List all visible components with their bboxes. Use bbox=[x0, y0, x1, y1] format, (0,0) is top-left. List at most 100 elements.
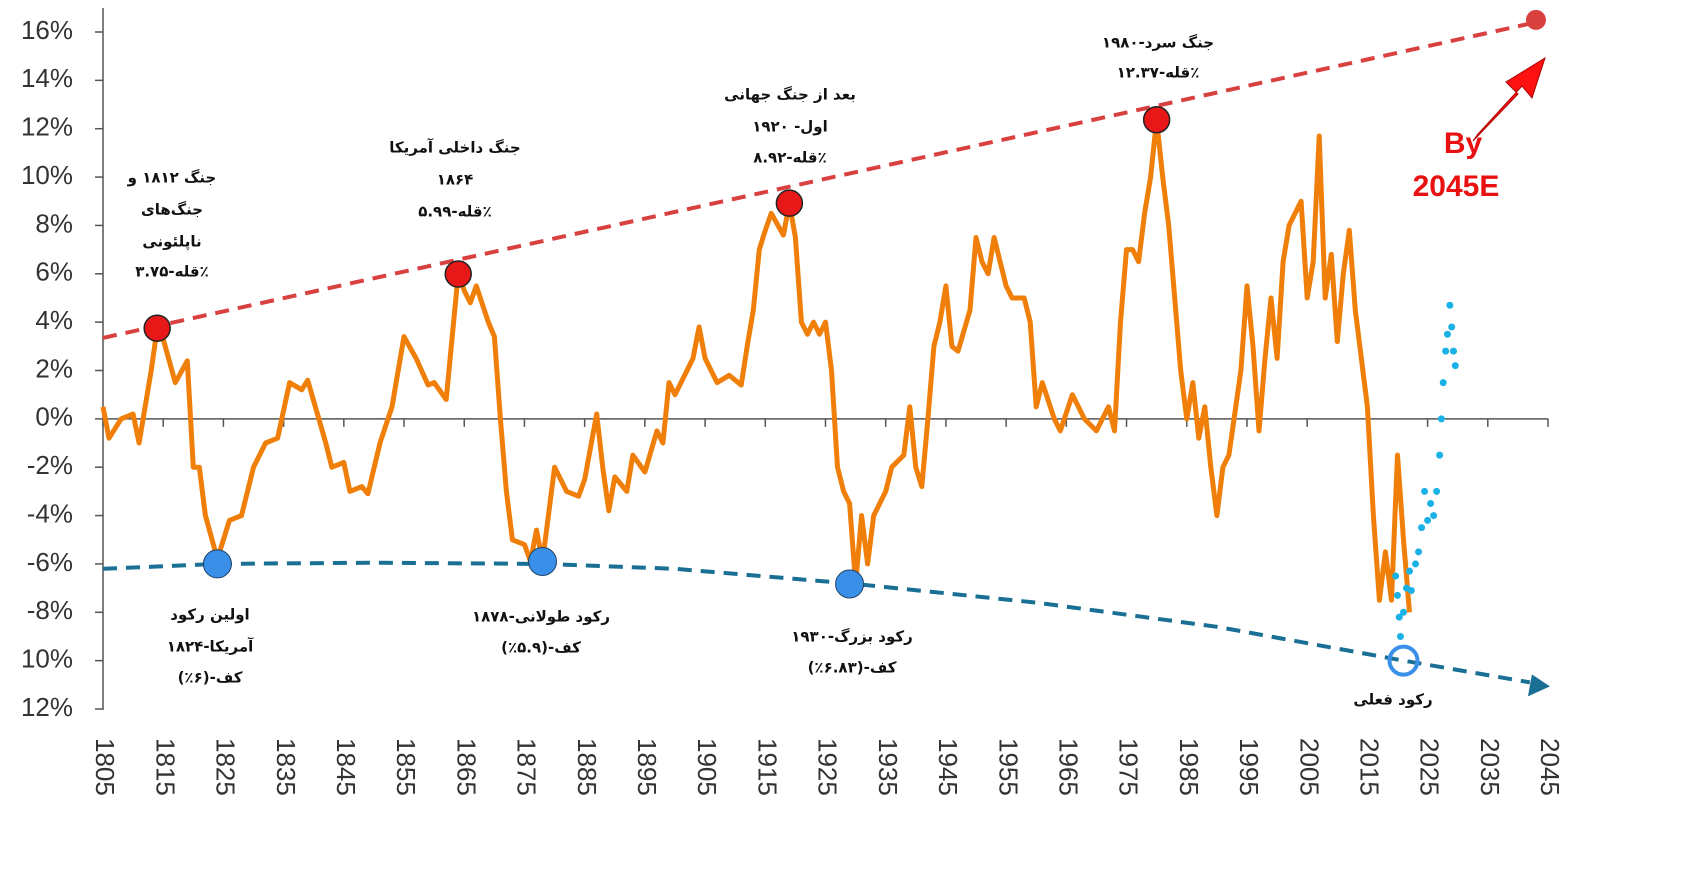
projection-dot bbox=[1400, 608, 1407, 616]
projection-dot bbox=[1395, 613, 1403, 621]
y-tick-label: 14% bbox=[21, 63, 73, 93]
trough-trend-arrow bbox=[1527, 674, 1550, 697]
y-tick-label: 4% bbox=[35, 305, 73, 335]
x-tick-label: 2005 bbox=[1294, 738, 1324, 796]
annotation: کف-(۶.۸۳٪) bbox=[808, 659, 897, 677]
projection-dot bbox=[1436, 451, 1444, 459]
peak-point bbox=[1142, 106, 1171, 134]
peak-point bbox=[143, 314, 171, 342]
peak-point bbox=[775, 189, 804, 217]
x-tick-label: 1975 bbox=[1114, 738, 1144, 796]
projection-dot bbox=[1442, 347, 1450, 355]
annotation: جنگ سرد-۱۹۸۰ bbox=[1102, 34, 1214, 52]
x-tick-label: 1915 bbox=[752, 738, 782, 796]
projection-dot bbox=[1446, 301, 1454, 309]
x-tick-label: 1955 bbox=[993, 738, 1023, 796]
y-tick-label: 10% bbox=[21, 160, 73, 190]
annotation: کف-(۵.۹٪) bbox=[501, 639, 581, 657]
y-tick-label: 12% bbox=[21, 692, 73, 722]
y-tick-label: -6% bbox=[27, 547, 73, 577]
annotation: بعد از جنگ جهانی bbox=[724, 86, 856, 104]
projection-dot bbox=[1437, 415, 1445, 423]
annotation: اولین رکود bbox=[170, 606, 249, 624]
annotation: آمریکا-۱۸۲۴ bbox=[167, 638, 254, 656]
projection-dot bbox=[1393, 591, 1401, 599]
annotation: جنگ‌های bbox=[141, 201, 203, 219]
projection-dot bbox=[1439, 379, 1447, 387]
x-tick-label: 1935 bbox=[873, 738, 903, 796]
x-tick-label: 1875 bbox=[512, 738, 542, 796]
y-tick-label: 0% bbox=[35, 402, 73, 432]
x-tick-label: 1845 bbox=[331, 738, 361, 796]
projection-dot bbox=[1406, 567, 1414, 575]
trough-point bbox=[202, 549, 232, 579]
x-tick-label: 1855 bbox=[391, 738, 421, 796]
x-tick-label: 1835 bbox=[271, 738, 301, 796]
projection-dot bbox=[1451, 362, 1459, 370]
annotation: جنگ داخلی آمریکا bbox=[389, 139, 520, 157]
data-line bbox=[100, 117, 1412, 613]
target-point bbox=[1525, 9, 1546, 30]
x-tick-label: 1995 bbox=[1234, 738, 1264, 796]
annotation: قله-۵.۹۹٪ bbox=[418, 203, 492, 221]
annotation: قله-۳.۷۵٪ bbox=[135, 263, 209, 281]
y-tick-label: 16% bbox=[21, 15, 73, 45]
x-tick-label: 1985 bbox=[1174, 738, 1204, 796]
x-tick-label: 1895 bbox=[632, 738, 662, 796]
annotation: ناپلئونی bbox=[142, 233, 201, 252]
y-tick-label: 10% bbox=[21, 644, 73, 674]
annotation: رکود طولانی-۱۸۷۸ bbox=[472, 608, 610, 626]
current-point bbox=[1387, 644, 1420, 677]
annotation: قله-۸.۹۲٪ bbox=[753, 149, 827, 167]
annotation: قله-۱۲.۳۷٪ bbox=[1117, 64, 1200, 82]
x-tick-label: 2015 bbox=[1355, 738, 1385, 796]
annotation: رکود بزرگ-۱۹۳۰ bbox=[791, 628, 913, 646]
x-tick-label: 2025 bbox=[1415, 738, 1445, 796]
trough-trend-line bbox=[102, 560, 1531, 685]
x-tick-label: 1945 bbox=[933, 738, 963, 796]
projection-dot bbox=[1415, 548, 1423, 556]
annotation: جنگ ۱۸۱۲ و bbox=[127, 169, 217, 187]
trough-point bbox=[528, 547, 558, 577]
x-tick-label: 1905 bbox=[692, 738, 722, 796]
peak-point bbox=[444, 260, 472, 288]
projection-dot bbox=[1448, 323, 1456, 331]
y-tick-label: 6% bbox=[35, 257, 73, 287]
x-tick-label: 1815 bbox=[150, 738, 180, 796]
projection-dot bbox=[1412, 560, 1420, 568]
projection-dot bbox=[1424, 516, 1432, 524]
projection-dot bbox=[1407, 587, 1415, 595]
projection-dot bbox=[1392, 572, 1400, 580]
y-tick-label: 8% bbox=[35, 208, 73, 238]
target-label: By bbox=[1444, 127, 1483, 160]
projection-dot bbox=[1396, 632, 1404, 640]
peak-trend-line bbox=[102, 20, 1537, 340]
y-tick-label: -2% bbox=[27, 450, 73, 480]
projection-dot bbox=[1421, 487, 1429, 495]
annotation: ۱۸۶۴ bbox=[437, 171, 474, 189]
x-tick-label: 1965 bbox=[1053, 738, 1083, 796]
projection-dot bbox=[1433, 487, 1441, 495]
annotation: رکود فعلی bbox=[1353, 691, 1432, 709]
projection-dot bbox=[1430, 512, 1438, 520]
projection-dot bbox=[1449, 347, 1457, 355]
x-tick-label: 2045 bbox=[1535, 738, 1565, 796]
y-tick-label: -4% bbox=[27, 498, 73, 528]
projection-dot bbox=[1443, 330, 1451, 338]
x-tick-label: 1865 bbox=[451, 738, 481, 796]
x-tick-label: 1885 bbox=[572, 738, 602, 796]
x-tick-label: 1925 bbox=[813, 738, 843, 796]
x-tick-label: 1825 bbox=[211, 738, 241, 796]
x-tick-label: 1805 bbox=[90, 738, 120, 796]
projection-dot bbox=[1418, 524, 1426, 532]
trough-point bbox=[835, 569, 865, 599]
target-arrow bbox=[1472, 56, 1546, 142]
y-tick-label: 2% bbox=[35, 353, 73, 383]
projection-dot bbox=[1427, 499, 1435, 507]
annotation: اول- ۱۹۲۰ bbox=[752, 118, 828, 136]
annotation: کف-(۶٪) bbox=[178, 669, 243, 687]
y-tick-label: -8% bbox=[27, 595, 73, 625]
target-label: 2045E bbox=[1413, 170, 1500, 203]
y-tick-label: 12% bbox=[21, 112, 73, 142]
